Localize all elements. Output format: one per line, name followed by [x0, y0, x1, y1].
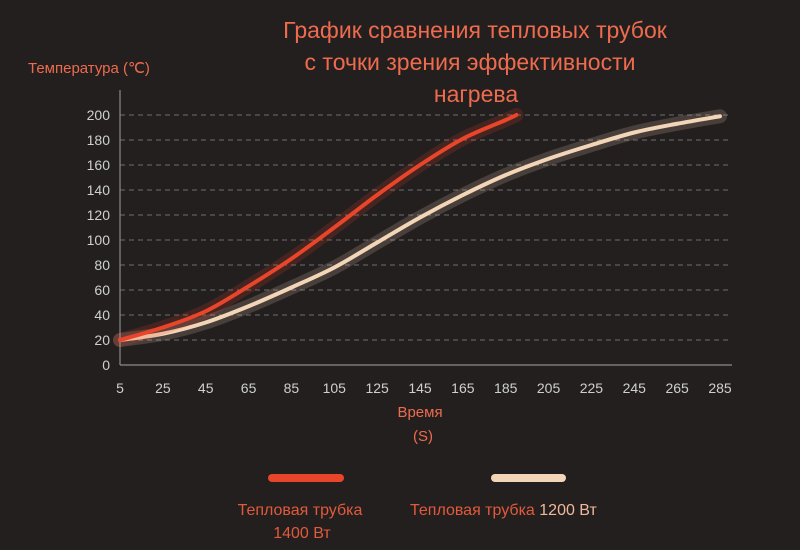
x-tick-label: 105 — [323, 380, 347, 396]
x-tick-label: 85 — [284, 380, 300, 396]
legend: Тепловая трубка 1400 Вт Тепловая трубка … — [238, 474, 597, 542]
x-tick-label: 205 — [537, 380, 561, 396]
x-tick-label: 125 — [365, 380, 389, 396]
y-tick-label: 200 — [87, 107, 111, 123]
y-tick-label: 100 — [87, 232, 111, 248]
chart-title-line-3: нагрева — [434, 81, 518, 107]
x-tick-label: 265 — [665, 380, 689, 396]
x-tick-label: 5 — [116, 380, 124, 396]
chart-title-line-2: с точки зрения эффективности — [305, 49, 636, 75]
x-tick-label: 225 — [580, 380, 604, 396]
x-tick-label: 25 — [155, 380, 171, 396]
x-tick-label: 65 — [241, 380, 257, 396]
x-axis-label: Время — [397, 404, 442, 421]
y-tick-label: 120 — [87, 207, 111, 223]
y-tick-label: 80 — [94, 257, 110, 273]
axes — [119, 90, 732, 366]
x-tick-label: 165 — [451, 380, 475, 396]
x-tick-label: 185 — [494, 380, 518, 396]
legend-label-1400w: Тепловая трубка — [238, 502, 363, 519]
chart-title-line-1: График сравнения тепловых трубок — [283, 17, 668, 43]
legend-label-1200w: Тепловая трубка 1200 Вт — [410, 502, 597, 519]
series-line-1 — [118, 114, 722, 342]
x-tick-label: 285 — [708, 380, 732, 396]
y-tick-label: 40 — [94, 307, 110, 323]
legend-label-1400w-power: 1400 Вт — [273, 525, 331, 542]
series-glow-0 — [113, 108, 524, 347]
legend-label-1200w-name: Тепловая трубка — [410, 502, 539, 519]
series-line-0 — [118, 113, 519, 342]
chart-title: График сравнения тепловых трубок с точки… — [283, 17, 668, 107]
series-layer — [113, 108, 727, 347]
x-tick-label: 45 — [198, 380, 214, 396]
y-tick-label: 0 — [102, 357, 110, 373]
y-tick-label: 20 — [94, 332, 110, 348]
y-axis-label: Температура (℃) — [28, 60, 150, 77]
grid — [120, 114, 732, 341]
x-axis-unit: (S) — [413, 428, 433, 445]
y-tick-label: 60 — [94, 282, 110, 298]
x-tick-label: 245 — [623, 380, 647, 396]
y-tick-label: 140 — [87, 182, 111, 198]
x-tick-label: 145 — [408, 380, 432, 396]
tick-labels: 0 20 40 60 80 100 120 140 160 180 200 5 25 45 65 85 105 1… — [87, 107, 732, 396]
legend-label-1200w-power: 1200 Вт — [539, 502, 597, 519]
y-tick-label: 160 — [87, 157, 111, 173]
y-tick-label: 180 — [87, 132, 111, 148]
